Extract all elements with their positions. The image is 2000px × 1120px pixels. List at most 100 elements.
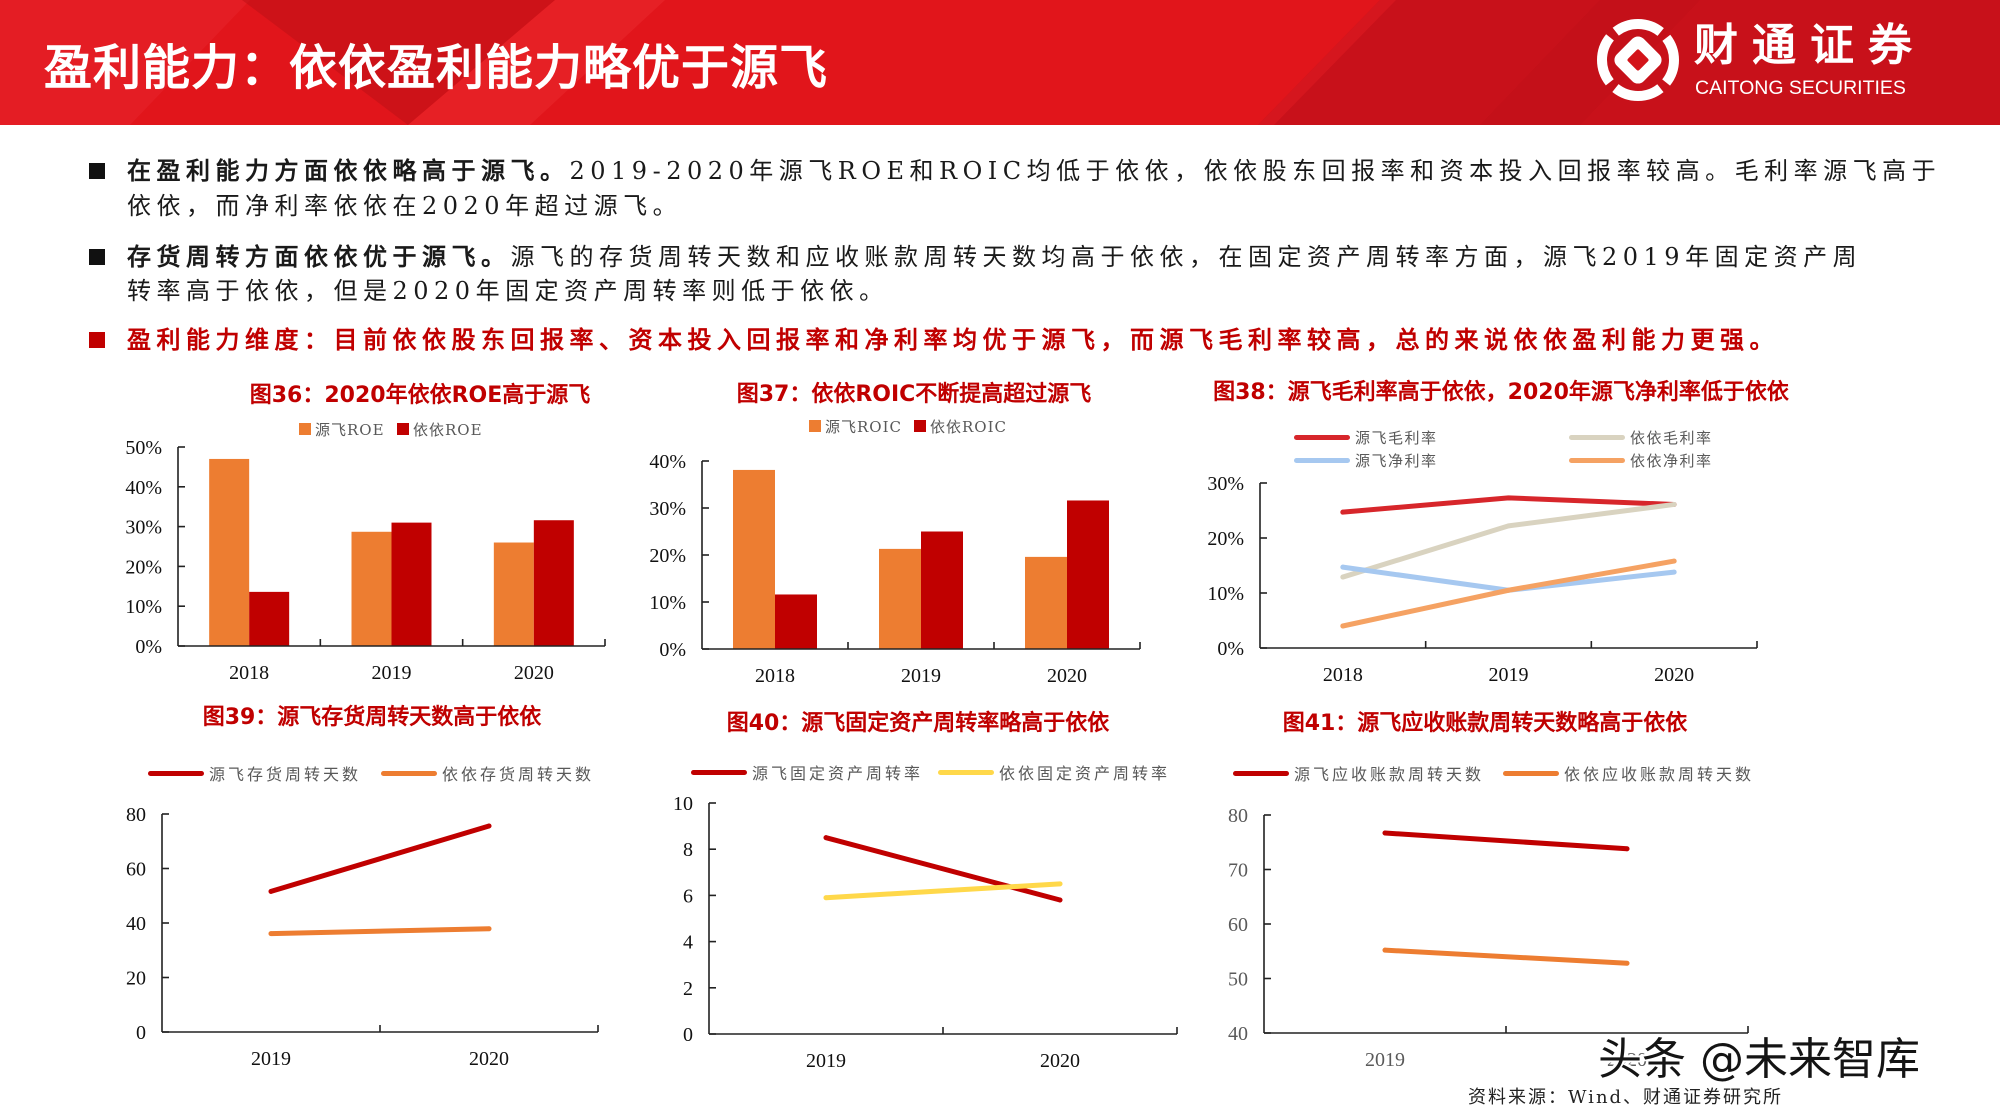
legend-label: 依依存货周转天数 (442, 765, 595, 784)
legend-label: 源飞净利率 (1355, 451, 1438, 470)
x-tick-label: 2020 (1047, 665, 1087, 687)
data-point-依依净利率-2018 (1340, 623, 1346, 629)
y-tick-label: 40 (1228, 1023, 1248, 1045)
x-tick-label: 2019 (251, 1048, 291, 1070)
series-line-依依应收账款周转天数 (1382, 947, 1630, 966)
legend-swatch (1294, 457, 1350, 463)
data-point-源飞应收账款周转天数-2020 (1624, 846, 1630, 852)
y-tick-label: 2 (683, 978, 693, 1000)
chart-38-legend-item: 依依毛利率 (1569, 427, 1713, 447)
chart-4-plot: 0 2 4 6 8 10 2019 2020 (673, 793, 1178, 1072)
y-tick-label: 60 (126, 859, 146, 881)
bullet-1-line-1: 在盈利能力方面依依略高于源飞。2019-2020年源飞ROE和ROIC均低于依依… (127, 154, 1941, 188)
legend-label: 源飞存货周转天数 (209, 765, 362, 784)
bar-源飞ROIC-2018 (733, 469, 775, 649)
bullet-2-lead: 存货周转方面依依优于源飞。 (127, 242, 511, 271)
series-line-依依固定资产周转率 (823, 881, 1063, 901)
data-point-源飞净利率-2018 (1340, 564, 1346, 570)
chart-36-legend-item: 依依ROE (397, 419, 483, 439)
legend-label: 依依ROIC (930, 417, 1007, 436)
bullet-1-text: 2019-2020年源飞ROE和ROIC均低于依依，依依股东回报率和资本投入回报… (569, 157, 1942, 185)
legend-swatch (938, 769, 994, 775)
x-tick-label: 2019 (372, 662, 412, 684)
y-tick-label: 20% (1207, 528, 1244, 550)
chart-37-title: 图37：依依ROIC不断提高超过源飞 (736, 382, 1092, 407)
y-tick-label: 80 (126, 804, 146, 826)
y-tick-label: 0 (136, 1022, 146, 1044)
legend-label: 依依净利率 (1630, 451, 1713, 470)
chart-1-plot: 0% 10% 20% 30% 40% 2018 2019 2020 (649, 451, 1141, 687)
bar-源飞ROIC-2019 (879, 548, 921, 649)
legend-label: 依依应收账款周转天数 (1564, 765, 1755, 784)
legend-swatch (299, 423, 311, 435)
x-tick-label: 2019 (806, 1050, 846, 1072)
data-point-源飞存货周转天数-2019 (268, 888, 274, 894)
x-tick-label: 2020 (514, 662, 554, 684)
legend-swatch (914, 420, 926, 432)
y-tick-label: 0 (683, 1024, 693, 1046)
bar-依依ROE-2020 (533, 520, 574, 646)
legend-label: 依依固定资产周转率 (999, 764, 1171, 783)
x-tick-label: 2018 (229, 662, 269, 684)
legend-swatch (1503, 770, 1559, 776)
x-tick-label: 2020 (1607, 1049, 1647, 1071)
bullet-2-line-2: 转率高于依依，但是2020年固定资产周转率则低于依依。 (127, 274, 889, 308)
y-tick-label: 10% (1207, 583, 1244, 605)
chart-40-title: 图40：源飞固定资产周转率略高于依依 (726, 711, 1110, 736)
data-point-源飞毛利率-2019 (1506, 495, 1511, 501)
bar-依依ROE-2018 (249, 591, 290, 646)
x-tick-label: 2019 (1365, 1049, 1405, 1071)
data-point-依依存货周转天数-2020 (486, 926, 492, 932)
x-tick-label: 2019 (901, 665, 941, 687)
bullet-1-lead: 在盈利能力方面依依略高于源飞。 (127, 156, 570, 185)
legend-swatch (1569, 457, 1625, 463)
data-point-依依净利率-2020 (1671, 558, 1677, 564)
logo-name-en: CAITONG SECURITIES (1695, 77, 1906, 99)
legend-label: 依依ROE (413, 420, 483, 439)
data-point-依依固定资产周转率-2019 (823, 895, 829, 901)
page-title: 盈利能力：依依盈利能力略优于源飞 (44, 40, 829, 96)
data-point-依依毛利率-2019 (1506, 523, 1511, 529)
legend-swatch (691, 769, 747, 775)
legend-swatch (381, 770, 437, 776)
x-tick-label: 2019 (1489, 664, 1529, 686)
chart-41-title: 图41：源飞应收账款周转天数略高于依依 (1282, 711, 1688, 736)
legend-swatch (148, 770, 204, 776)
bullet-1-text-cont: 依依，而净利率依依在2020年超过源飞。 (127, 192, 683, 220)
chart-41-legend-item: 依依应收账款周转天数 (1503, 763, 1755, 784)
data-point-源飞净利率-2020 (1671, 569, 1677, 575)
chart-38-legend-item: 源飞净利率 (1294, 450, 1438, 470)
chart-37-legend-item: 源飞ROIC (809, 416, 902, 436)
bullet-3-lead: 盈利能力维度：目前依依股东回报率、资本投入回报率和净利率均优于源飞，而源飞毛利率… (127, 325, 1779, 354)
y-tick-label: 30% (125, 517, 162, 539)
data-point-依依应收账款周转天数-2019 (1382, 947, 1388, 953)
bullet-3-conclusion: 盈利能力维度：目前依依股东回报率、资本投入回报率和净利率均优于源飞，而源飞毛利率… (127, 323, 1779, 357)
bullet-2-line-1: 存货周转方面依依优于源飞。源飞的存货周转天数和应收账款周转天数均高于依依，在固定… (127, 240, 1862, 274)
caitong-emblem-icon (1597, 19, 1679, 101)
legend-swatch (809, 420, 821, 432)
legend-label: 源飞ROE (315, 420, 385, 439)
header-banner: 盈利能力：依依盈利能力略优于源飞 财通证券 CAITONG SECURITIES (0, 0, 2000, 125)
y-tick-label: 50% (125, 437, 162, 459)
chart-3-plot: 0 20 40 60 80 2019 2020 (126, 804, 599, 1070)
series-line-依依存货周转天数 (268, 926, 492, 937)
y-tick-label: 40% (125, 477, 162, 499)
y-tick-label: 0% (1217, 638, 1244, 660)
y-tick-label: 40 (126, 913, 146, 935)
data-point-依依毛利率-2020 (1671, 502, 1677, 507)
y-tick-label: 50 (1228, 969, 1248, 991)
square-bullet-icon (89, 249, 105, 265)
bar-依依ROIC-2018 (775, 594, 817, 649)
data-point-依依固定资产周转率-2020 (1057, 881, 1063, 887)
chart-39-legend-item: 源飞存货周转天数 (148, 763, 362, 784)
legend-label: 依依毛利率 (1630, 428, 1713, 447)
series-line-源飞存货周转天数 (268, 823, 492, 894)
source-note: 资料来源：Wind、财通证券研究所 (1468, 1087, 1784, 1108)
y-tick-label: 70 (1228, 860, 1248, 882)
bar-源飞ROE-2019 (351, 531, 392, 646)
chart-40-legend-item: 源飞固定资产周转率 (691, 762, 923, 783)
series-line-源飞固定资产周转率 (823, 835, 1063, 903)
x-tick-label: 2018 (1323, 664, 1363, 686)
square-bullet-icon (89, 163, 105, 179)
data-point-源飞固定资产周转率-2019 (823, 835, 829, 841)
